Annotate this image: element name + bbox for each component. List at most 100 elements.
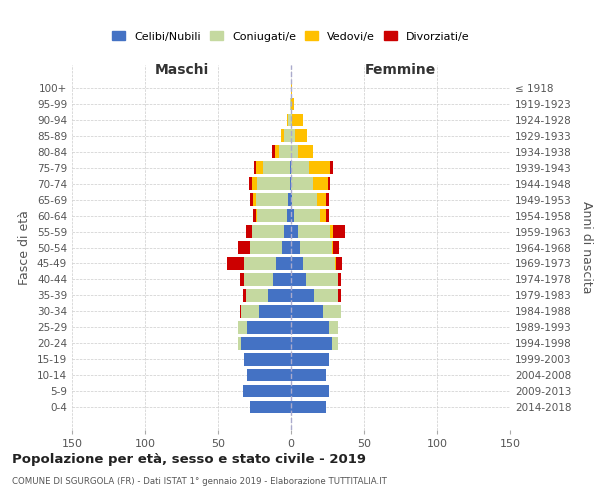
Bar	[292, 114, 302, 126]
Bar	[284, 130, 291, 142]
Bar	[288, 194, 291, 206]
Bar	[317, 194, 326, 206]
Bar	[314, 289, 338, 302]
Bar	[302, 257, 335, 270]
Bar	[334, 242, 339, 254]
Bar	[291, 226, 298, 238]
Bar	[243, 289, 246, 302]
Legend: Celibi/Nubili, Coniugati/e, Vedovi/e, Divorziati/e: Celibi/Nubili, Coniugati/e, Vedovi/e, Di…	[108, 27, 474, 46]
Bar	[250, 242, 282, 254]
Y-axis label: Anni di nascita: Anni di nascita	[580, 201, 593, 294]
Bar	[247, 369, 291, 382]
Bar	[238, 242, 250, 254]
Bar	[291, 305, 323, 318]
Bar	[332, 242, 334, 254]
Bar	[250, 401, 291, 413]
Bar	[328, 178, 331, 190]
Bar	[338, 289, 341, 302]
Bar	[326, 194, 329, 206]
Bar	[291, 273, 305, 285]
Bar	[336, 257, 342, 270]
Bar	[291, 337, 332, 349]
Bar	[244, 257, 277, 270]
Bar	[277, 257, 291, 270]
Bar	[243, 385, 291, 398]
Text: Femmine: Femmine	[365, 62, 436, 76]
Bar	[291, 210, 294, 222]
Bar	[284, 226, 291, 238]
Bar	[227, 257, 244, 270]
Bar	[272, 146, 275, 158]
Bar	[291, 146, 298, 158]
Bar	[244, 273, 274, 285]
Bar	[250, 194, 253, 206]
Bar	[332, 337, 338, 349]
Bar	[291, 321, 329, 334]
Bar	[329, 321, 338, 334]
Bar	[275, 146, 280, 158]
Bar	[281, 130, 284, 142]
Bar	[291, 130, 295, 142]
Bar	[247, 321, 291, 334]
Bar	[290, 178, 291, 190]
Bar	[331, 226, 334, 238]
Bar	[246, 226, 251, 238]
Bar	[253, 210, 256, 222]
Bar	[257, 210, 287, 222]
Bar	[240, 273, 244, 285]
Bar	[246, 289, 268, 302]
Bar	[323, 305, 341, 318]
Bar	[290, 98, 291, 110]
Bar	[256, 162, 263, 174]
Bar	[308, 162, 331, 174]
Bar	[254, 162, 256, 174]
Bar	[291, 369, 326, 382]
Bar	[291, 353, 329, 366]
Bar	[291, 194, 292, 206]
Text: Maschi: Maschi	[154, 62, 209, 76]
Bar	[259, 305, 291, 318]
Bar	[291, 385, 329, 398]
Bar	[291, 162, 308, 174]
Bar	[305, 273, 338, 285]
Bar	[253, 194, 256, 206]
Bar	[313, 178, 328, 190]
Bar	[248, 178, 251, 190]
Bar	[251, 178, 257, 190]
Bar	[291, 114, 292, 126]
Bar	[298, 226, 331, 238]
Bar	[256, 210, 257, 222]
Bar	[238, 321, 247, 334]
Bar	[291, 257, 302, 270]
Bar	[256, 194, 288, 206]
Bar	[292, 194, 317, 206]
Bar	[320, 210, 326, 222]
Bar	[331, 162, 334, 174]
Bar	[294, 210, 320, 222]
Bar	[291, 242, 300, 254]
Bar	[251, 226, 284, 238]
Bar	[335, 257, 336, 270]
Bar	[300, 242, 332, 254]
Bar	[298, 146, 313, 158]
Bar	[263, 162, 290, 174]
Bar	[338, 273, 341, 285]
Bar	[240, 305, 241, 318]
Bar	[291, 178, 313, 190]
Bar	[291, 82, 292, 94]
Bar	[241, 337, 291, 349]
Bar	[241, 305, 259, 318]
Bar	[280, 146, 291, 158]
Bar	[291, 401, 326, 413]
Bar	[257, 178, 290, 190]
Bar	[287, 210, 291, 222]
Bar	[268, 289, 291, 302]
Bar	[291, 98, 294, 110]
Bar	[244, 353, 291, 366]
Bar	[290, 162, 291, 174]
Text: COMUNE DI SGURGOLA (FR) - Dati ISTAT 1° gennaio 2019 - Elaborazione TUTTITALIA.I: COMUNE DI SGURGOLA (FR) - Dati ISTAT 1° …	[12, 478, 387, 486]
Bar	[274, 273, 291, 285]
Bar	[288, 114, 291, 126]
Bar	[287, 114, 288, 126]
Bar	[282, 242, 291, 254]
